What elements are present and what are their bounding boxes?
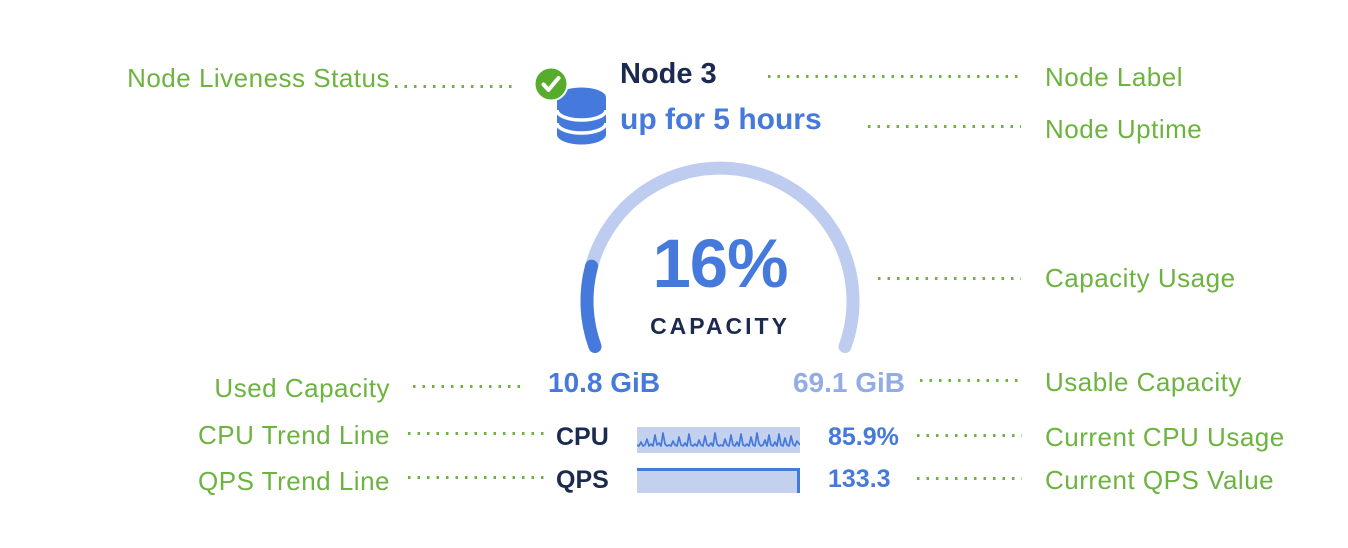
node-uptime: up for 5 hours <box>620 103 822 136</box>
annotation-current-qps-value: Current QPS Value <box>1045 465 1275 495</box>
leader-line-cpu-trend <box>408 432 544 435</box>
usable-capacity-value: 69.1 GiB <box>792 367 905 398</box>
annotation-qps-trend-line: QPS Trend Line <box>198 466 390 496</box>
database-icon <box>555 87 608 145</box>
capacity-percent: 16% <box>652 225 788 302</box>
leader-line-current-cpu <box>917 434 1022 437</box>
qps-label: QPS <box>556 466 609 494</box>
leader-line-node-label <box>768 75 1020 78</box>
annotation-cpu-trend-line: CPU Trend Line <box>198 420 390 450</box>
gauge-fill <box>580 259 602 353</box>
leader-line-capacity-usage <box>878 277 1021 280</box>
capacity-gauge <box>580 161 860 353</box>
annotation-current-cpu-usage: Current CPU Usage <box>1045 422 1285 452</box>
leader-line-node-liveness <box>395 85 517 88</box>
capacity-caption: CAPACITY <box>650 313 790 339</box>
leader-line-node-uptime <box>868 125 1021 128</box>
cpu-usage-value: 85.9% <box>828 423 899 451</box>
node-name: Node 3 <box>620 58 717 90</box>
annotation-node-label: Node Label <box>1045 62 1183 92</box>
annotation-node-liveness-status: Node Liveness Status <box>127 63 390 93</box>
used-capacity-value: 10.8 GiB <box>548 367 661 398</box>
annotation-node-uptime: Node Uptime <box>1045 114 1203 144</box>
cpu-sparkline <box>637 427 800 453</box>
liveness-check-icon <box>533 66 569 102</box>
annotation-used-capacity: Used Capacity <box>214 373 390 403</box>
cpu-label: CPU <box>556 423 609 451</box>
qps-sparkline <box>637 468 800 493</box>
leader-line-used-capacity <box>413 385 526 388</box>
annotation-capacity-usage: Capacity Usage <box>1045 263 1236 293</box>
leader-line-qps-trend <box>408 476 544 479</box>
leader-line-usable-capacity <box>920 379 1024 382</box>
qps-value: 133.3 <box>828 465 891 493</box>
leader-line-current-qps <box>917 477 1022 480</box>
annotation-usable-capacity: Usable Capacity <box>1045 367 1242 397</box>
